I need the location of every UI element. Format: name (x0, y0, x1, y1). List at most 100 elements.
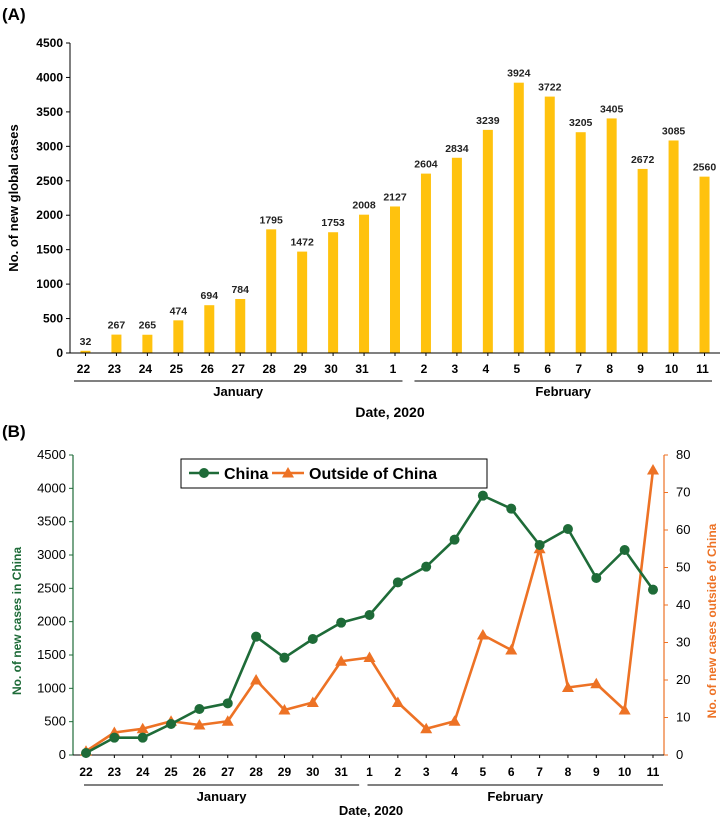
panel-b-left-tick-label: 4000 (37, 480, 66, 495)
panel-b-left-y-axis-label: No. of new cases in China (10, 547, 24, 695)
panel-b-left-tick-label: 4500 (37, 447, 66, 462)
bar (266, 229, 277, 353)
china-point (251, 631, 262, 642)
bar (111, 334, 122, 353)
panel-a-y-tick-label: 2500 (36, 174, 63, 188)
panel-a-y-tick-label: 3000 (36, 139, 63, 153)
panel-b-right-tick-label: 40 (676, 597, 690, 612)
bar (204, 305, 215, 353)
panel-b-month-label: February (487, 789, 543, 804)
panel-b-x-tick-label: 11 (647, 765, 660, 779)
bar (359, 214, 370, 353)
panel-a-x-tick-label: 28 (263, 362, 277, 376)
bar-data-label: 694 (201, 290, 219, 302)
bar (142, 334, 153, 353)
china-point (81, 748, 91, 758)
bar-data-label: 1472 (290, 237, 314, 249)
panel-a-y-tick-label: 3500 (36, 105, 63, 119)
panel-b-x-tick-label: 2 (395, 765, 402, 779)
panel-a: (A) No. of new global cases 0 500 1000 1500… (2, 5, 720, 420)
outside-china-point (136, 722, 149, 734)
panel-b-left-tick-label: 3500 (37, 514, 66, 529)
panel-a-y-tick-label: 500 (43, 312, 63, 326)
panel-b-x-tick-label: 25 (164, 765, 178, 779)
panel-b-right-tick-label: 60 (676, 522, 690, 537)
bar (173, 320, 184, 353)
panel-a-x-tick-label: 27 (232, 362, 246, 376)
bar-data-label: 3405 (600, 103, 624, 115)
china-point (449, 534, 460, 545)
panel-a-x-tick-label: 31 (355, 362, 369, 376)
bar (637, 168, 648, 353)
bar (235, 298, 246, 353)
panel-b-x-tick-label: 29 (278, 765, 292, 779)
bar (420, 173, 431, 353)
bar-data-label: 3924 (507, 68, 531, 80)
panel-a-x-tick-label: 22 (77, 362, 91, 376)
bar (544, 96, 555, 354)
panel-b-right-tick-label: 20 (676, 672, 690, 687)
outside-china-point (618, 704, 631, 715)
bar-data-label: 474 (170, 305, 188, 317)
legend-box (180, 458, 488, 489)
china-point (506, 503, 517, 514)
china-point (137, 732, 148, 743)
panel-b-x-tick-label: 9 (593, 765, 600, 779)
bar-data-label: 2127 (383, 191, 407, 203)
outside-china-point (561, 681, 574, 692)
panel-b-x-tick-label: 27 (221, 765, 235, 779)
china-point (336, 617, 347, 628)
outside-china-point (420, 722, 433, 734)
panel-b-right-tick-label: 10 (676, 710, 690, 725)
panel-a-x-tick-label: 30 (324, 362, 338, 376)
panel-a-y-tick-label: 4000 (36, 70, 63, 84)
china-point (477, 490, 488, 501)
panel-b-x-tick-label: 22 (79, 765, 93, 779)
bar (513, 82, 524, 354)
panel-a-y-tick-label: 0 (56, 346, 63, 360)
bar-data-label: 784 (231, 284, 249, 296)
china-line (85, 494, 655, 755)
panel-b-x-tick-label: 4 (451, 765, 458, 779)
bar-data-label: 2560 (693, 162, 717, 174)
panel-b: (B) No. of new cases in China No. of new… (2, 422, 719, 818)
outside-china-point (505, 644, 518, 655)
bar-data-label: 3239 (476, 115, 500, 127)
bar-data-label: 1753 (321, 217, 345, 229)
outside-china-point (647, 464, 659, 475)
china-point (421, 561, 432, 572)
panel-a-x-tick-label: 2 (421, 362, 428, 376)
outside-china-point (448, 715, 461, 726)
panel-a-y-tick-label: 1500 (36, 243, 63, 257)
panel-a-y-axis: 0 500 1000 1500 2000 2500 3000 3500 4000 4500 (36, 36, 71, 360)
bar-data-label: 267 (108, 320, 126, 332)
panel-b-label: (B) (2, 422, 26, 441)
bar (297, 251, 308, 353)
panel-a-bars: 32 267 265 474 694 784 1795 1472 1753 2008 2127 260… (80, 68, 717, 354)
panel-b-x-tick-label: 10 (618, 765, 632, 779)
panel-a-x-tick-label: 7 (575, 362, 582, 376)
panel-b-x-tick-label: 8 (565, 765, 572, 779)
outside-china-point (391, 696, 404, 707)
bar-data-label: 2008 (352, 200, 376, 212)
panel-b-left-tick-label: 1500 (37, 647, 66, 662)
series-china (81, 490, 658, 758)
panel-a-x-tick-label: 24 (139, 362, 153, 376)
panel-a-x-tick-label: 8 (606, 362, 613, 376)
panel-a-x-tick-label: 26 (201, 362, 215, 376)
bar (575, 132, 586, 353)
panel-a-x-tick-label: 3 (452, 362, 459, 376)
legend-outside-label: Outside of China (309, 466, 437, 483)
panel-a-x-tick-label: 23 (108, 362, 122, 376)
panel-b-x-tick-label: 3 (423, 765, 430, 779)
panel-b-x-axis-label: Date, 2020 (339, 803, 403, 818)
panel-a-month-label: February (535, 384, 591, 399)
legend-outside-marker (282, 467, 294, 478)
china-point (562, 524, 573, 534)
panel-b-left-tick-label: 0 (59, 747, 66, 762)
panel-a-y-tick-label: 4500 (36, 36, 63, 50)
panel-a-y-tick-label: 1000 (36, 277, 63, 291)
panel-b-right-tick-label: 0 (676, 747, 683, 762)
bar-data-label: 1795 (260, 214, 284, 226)
